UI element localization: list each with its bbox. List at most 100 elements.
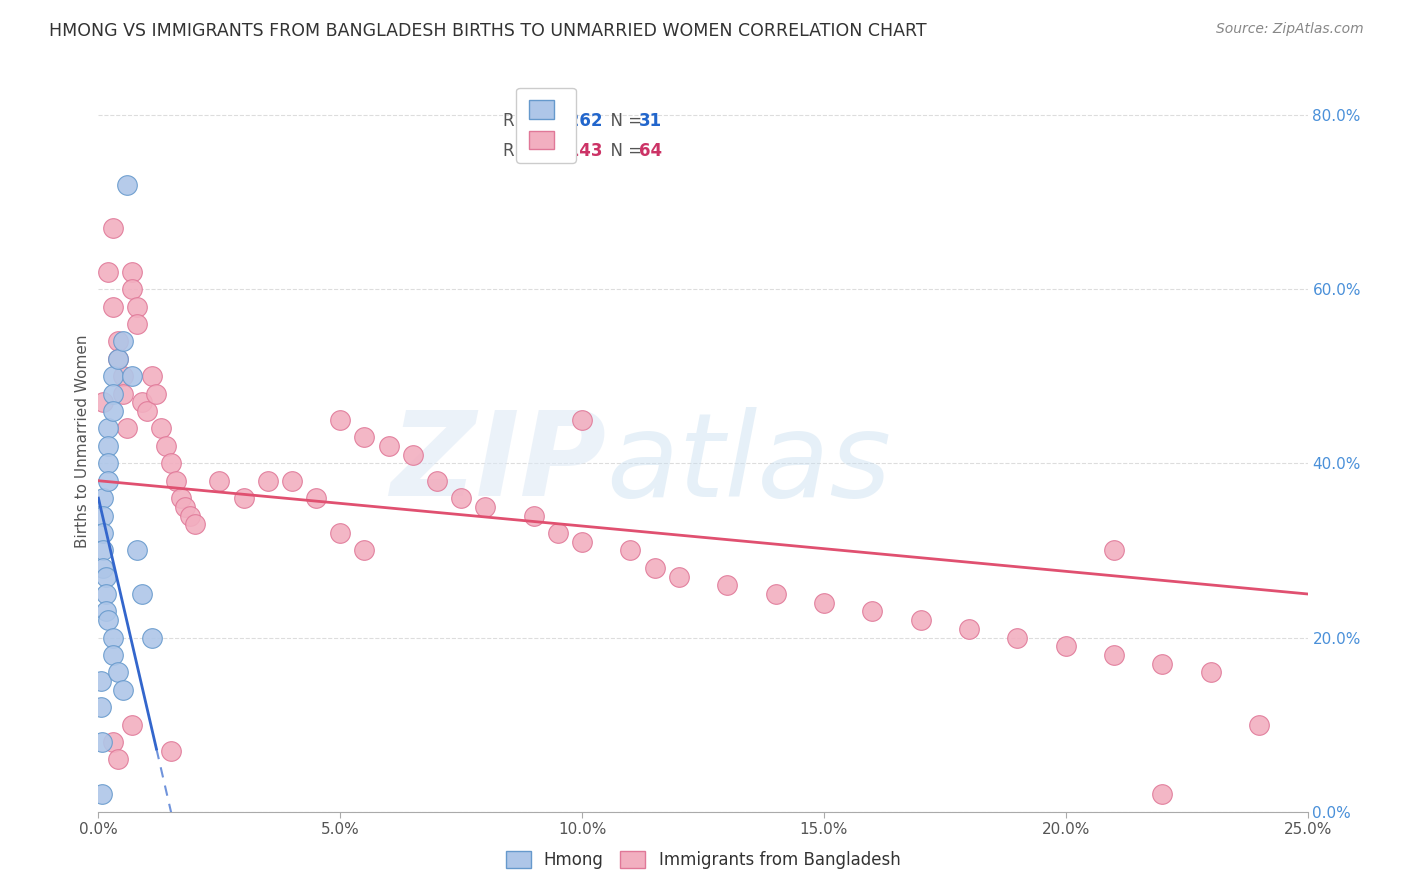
Text: Source: ZipAtlas.com: Source: ZipAtlas.com: [1216, 22, 1364, 37]
Point: [160, 456, 183, 470]
Point: [101, 386, 124, 401]
Point: [111, 369, 134, 384]
Point: [90, 674, 112, 689]
Point: [716, 578, 738, 592]
Point: [107, 665, 129, 680]
Point: [571, 413, 593, 427]
Text: ZIP: ZIP: [391, 406, 606, 521]
Point: [121, 282, 143, 296]
Point: [91, 526, 114, 541]
Point: [111, 682, 134, 697]
Point: [765, 587, 787, 601]
Point: [450, 491, 472, 505]
Point: [1249, 717, 1271, 731]
Point: [150, 421, 173, 435]
Point: [160, 744, 183, 758]
Point: [1007, 631, 1029, 645]
Point: [97, 456, 120, 470]
Point: [117, 421, 139, 435]
Point: [1152, 787, 1174, 801]
Point: [619, 543, 641, 558]
Text: atlas: atlas: [606, 407, 891, 521]
Point: [121, 265, 143, 279]
Point: [208, 474, 231, 488]
Point: [1152, 657, 1174, 671]
Point: [957, 622, 980, 636]
Point: [127, 543, 149, 558]
Point: [127, 317, 149, 331]
Point: [547, 526, 569, 541]
Point: [402, 448, 425, 462]
Legend: Hmong, Immigrants from Bangladesh: Hmong, Immigrants from Bangladesh: [498, 843, 908, 878]
Text: HMONG VS IMMIGRANTS FROM BANGLADESH BIRTHS TO UNMARRIED WOMEN CORRELATION CHART: HMONG VS IMMIGRANTS FROM BANGLADESH BIRT…: [49, 22, 927, 40]
Point: [97, 474, 120, 488]
Point: [101, 735, 124, 749]
Point: [91, 395, 114, 409]
Point: [353, 543, 375, 558]
Point: [111, 334, 134, 349]
Text: N =: N =: [600, 142, 648, 160]
Point: [131, 587, 153, 601]
Point: [1199, 665, 1222, 680]
Point: [668, 569, 690, 583]
Text: R =: R =: [503, 142, 540, 160]
Point: [353, 430, 375, 444]
Point: [174, 500, 197, 514]
Text: 31: 31: [638, 112, 662, 130]
Point: [184, 517, 207, 532]
Point: [232, 491, 254, 505]
Point: [329, 526, 352, 541]
Point: [91, 787, 114, 801]
Point: [117, 178, 139, 192]
Point: [135, 404, 157, 418]
Point: [97, 613, 120, 627]
Point: [94, 569, 117, 583]
Text: 64: 64: [638, 142, 662, 160]
Point: [179, 508, 201, 523]
Point: [131, 395, 153, 409]
Point: [97, 421, 120, 435]
Point: [127, 300, 149, 314]
Point: [474, 500, 496, 514]
Point: [94, 604, 117, 618]
Text: -0.262: -0.262: [543, 112, 603, 130]
Point: [101, 300, 124, 314]
Point: [121, 369, 143, 384]
Point: [94, 587, 117, 601]
Point: [1054, 639, 1077, 653]
Point: [571, 534, 593, 549]
Point: [91, 508, 114, 523]
Point: [329, 413, 352, 427]
Point: [97, 439, 120, 453]
Text: -0.143: -0.143: [543, 142, 603, 160]
Point: [101, 369, 124, 384]
Point: [1102, 648, 1125, 662]
Point: [107, 351, 129, 366]
Point: [107, 752, 129, 766]
Point: [910, 613, 932, 627]
Point: [426, 474, 449, 488]
Point: [111, 386, 134, 401]
Point: [90, 700, 112, 714]
Point: [281, 474, 304, 488]
Point: [644, 561, 666, 575]
Point: [377, 439, 399, 453]
Point: [141, 369, 163, 384]
Point: [1102, 543, 1125, 558]
Point: [141, 631, 163, 645]
Point: [523, 508, 546, 523]
Point: [101, 631, 124, 645]
Point: [101, 221, 124, 235]
Point: [813, 596, 835, 610]
Point: [169, 491, 191, 505]
Point: [256, 474, 278, 488]
Point: [101, 648, 124, 662]
Point: [101, 404, 124, 418]
Point: [107, 351, 129, 366]
Point: [91, 491, 114, 505]
Point: [90, 735, 112, 749]
Point: [155, 439, 177, 453]
Point: [165, 474, 187, 488]
Point: [305, 491, 328, 505]
Point: [91, 543, 114, 558]
